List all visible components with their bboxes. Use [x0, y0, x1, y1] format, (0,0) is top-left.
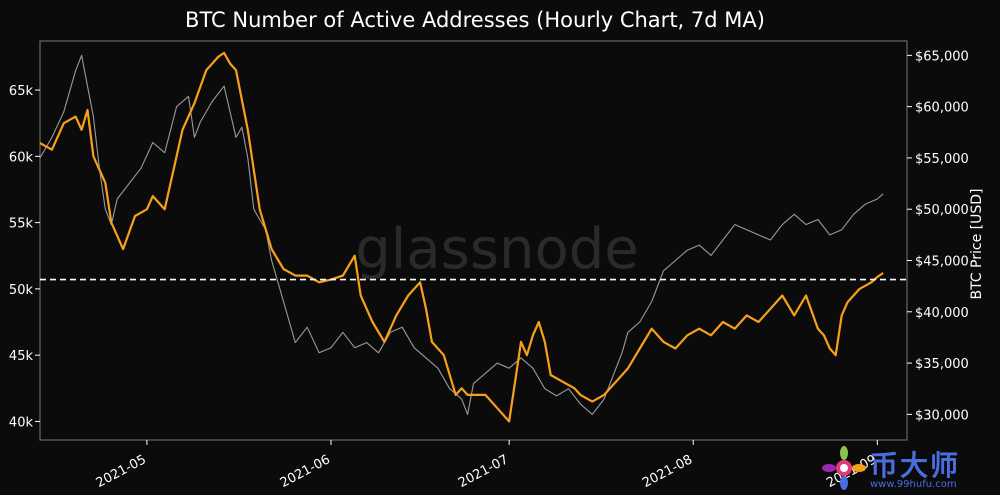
- right-y-tick-label: $55,000: [915, 152, 969, 167]
- right-y-tick-label: $30,000: [915, 408, 969, 423]
- btc-price-line: [39, 54, 884, 415]
- left-y-tick-label: 60k: [9, 150, 34, 165]
- left-y-tick-label: 65k: [9, 84, 34, 99]
- series-layer: [39, 51, 884, 423]
- right-y-tick-label: $45,000: [915, 255, 969, 270]
- site-logo: 币大师 www.99hufu.com: [822, 442, 1000, 495]
- logo-brand: 币大师: [870, 449, 961, 482]
- right-y-axis-label: BTC Price [USD]: [969, 188, 985, 299]
- active-addresses-line: [39, 51, 884, 423]
- left-y-tick-label: 50k: [9, 283, 34, 298]
- right-y-tick-label: $50,000: [915, 203, 969, 218]
- right-y-tick-label: $40,000: [915, 306, 969, 321]
- right-y-tick-label: $65,000: [915, 49, 969, 64]
- left-y-tick-label: 45k: [9, 349, 34, 364]
- x-tick-label: 2021-07: [456, 452, 511, 491]
- chart-title: BTC Number of Active Addresses (Hourly C…: [185, 8, 765, 32]
- right-y-tick-label: $35,000: [915, 357, 969, 372]
- x-axis: 2021-05 2021-06 2021-07 2021-08 2021-09: [94, 440, 879, 491]
- x-tick-label: 2021-05: [94, 452, 149, 491]
- x-tick-label: 2021-06: [278, 452, 333, 491]
- left-y-axis: 40k 45k 50k 55k 60k 65k: [9, 84, 40, 430]
- logo-url: www.99hufu.com: [870, 479, 957, 490]
- left-y-tick-label: 55k: [9, 217, 34, 232]
- logo-flower-icon: [822, 446, 866, 490]
- right-y-axis: $30,000 $35,000 $40,000 $45,000 $50,000 $55,0…: [907, 49, 969, 423]
- x-tick-label: 2021-08: [640, 452, 695, 491]
- plot-frame: [39, 40, 908, 441]
- right-y-tick-label: $60,000: [915, 101, 969, 116]
- watermark: glassnode: [355, 217, 639, 282]
- left-y-tick-label: 40k: [9, 415, 34, 430]
